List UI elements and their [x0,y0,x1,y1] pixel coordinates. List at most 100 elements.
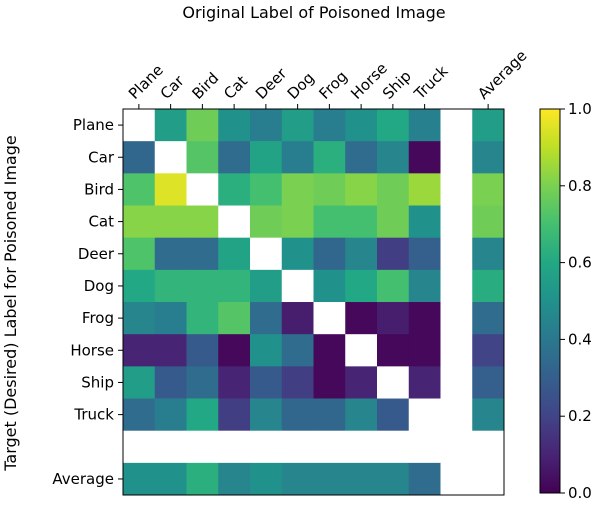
heatmap-cell [440,430,473,464]
heatmap-cell [250,366,283,399]
heatmap-cell [250,173,283,206]
heatmap-cell [218,237,251,271]
heatmap-cell [472,462,505,496]
heatmap-cell [377,334,410,367]
heatmap-cell [250,302,283,335]
heatmap-cell [218,109,251,142]
heatmap-cell [250,237,283,271]
heatmap-cell [440,462,473,496]
heatmap-cell [377,141,410,174]
heatmap-cell [408,173,441,206]
heatmap-cell [250,269,283,303]
heatmap-cell [281,334,314,367]
heatmap-cell [250,334,283,367]
heatmap-cell [154,302,187,335]
heatmap-cell [281,302,314,335]
heatmap-cell [218,430,251,464]
heatmap-cell [408,366,441,399]
heatmap-cell [345,462,378,496]
heatmap-cell [218,269,251,303]
colorbar-tick-label: 0.8 [568,177,592,195]
colorbar-tick-label: 0.6 [568,254,592,272]
heatmap-cell [154,237,187,271]
x-tick-label: Truck [410,62,452,104]
heatmap-cell [154,205,187,238]
heatmap-cell [377,237,410,271]
heatmap-cell [250,141,283,174]
heatmap-cell [345,302,378,335]
heatmap-cell [472,302,505,335]
heatmap-cell [186,173,219,206]
heatmap-cell [313,366,346,399]
heatmap-cell [281,366,314,399]
heatmap-cell [440,141,473,174]
x-tick-label: Bird [188,69,222,103]
heatmap-cell [123,141,156,174]
heatmap-cell [154,334,187,367]
heatmap-cell [218,205,251,238]
heatmap-cell [345,109,378,142]
heatmap-cell [377,462,410,496]
heatmap-cell [154,109,187,142]
heatmap-cell [440,366,473,399]
colorbar-gradient [539,108,561,494]
heatmap-cell [472,269,505,303]
x-tick-label: Deer [252,64,291,103]
heatmap-cell [345,173,378,206]
heatmap-cell [345,366,378,399]
heatmap-cell [313,237,346,271]
heatmap-cell [281,237,314,271]
y-axis-label: Target (Desired) Label for Poisoned Imag… [1,135,20,471]
heatmap-cell [313,173,346,206]
y-tick-label: Cat [88,213,114,231]
y-tick-label: Horse [70,341,114,359]
heatmap-cell [408,205,441,238]
heatmap-cell [313,430,346,464]
heatmap-cell [472,430,505,464]
heatmap-cell [186,366,219,399]
heatmap-cell [154,269,187,303]
heatmap-cell [186,237,219,271]
heatmap-cell [186,398,219,431]
heatmap-cell [123,462,156,496]
heatmap-cell [408,302,441,335]
heatmap-cell [313,269,346,303]
heatmap-cell [472,173,505,206]
heatmap-cell [218,173,251,206]
heatmap-cell [281,205,314,238]
heatmap-cell [281,109,314,142]
heatmap-cell [345,430,378,464]
heatmap-cell [313,398,346,431]
y-axis: Plane Car Bird Cat Deer Dog Frog Horse Ship Truck… [52,116,123,488]
heatmap-cell [250,462,283,496]
y-tick-label: Bird [84,180,114,198]
heatmap-cell [250,205,283,238]
heatmap-cell [377,109,410,142]
y-tick-label: Ship [81,373,114,391]
heatmap-cell [377,302,410,335]
heatmap-cell [472,366,505,399]
heatmap-cell [440,173,473,206]
heatmap-cell [313,462,346,496]
heatmap-cell [345,205,378,238]
heatmap-cell [123,109,156,142]
heatmap-cell [186,269,219,303]
heatmap-cell [440,269,473,303]
y-tick-label: Dog [84,277,114,295]
heatmap-cell [377,398,410,431]
heatmap-cell [472,398,505,431]
colorbar: 0.0 0.2 0.4 0.6 0.8 1.0 [539,100,592,502]
y-tick-label: Truck [73,406,114,424]
heatmap-cell [440,302,473,335]
heatmap-cell [345,334,378,367]
colorbar-tick-label: 0.0 [568,484,592,502]
heatmap-cell [218,462,251,496]
heatmap-cell [186,141,219,174]
heatmap-cell [345,237,378,271]
heatmap-cell [186,302,219,335]
heatmap-cell [154,430,187,464]
heatmap-cell [218,334,251,367]
heatmap-cell [186,430,219,464]
heatmap-cell [186,205,219,238]
heatmap-cell [281,141,314,174]
